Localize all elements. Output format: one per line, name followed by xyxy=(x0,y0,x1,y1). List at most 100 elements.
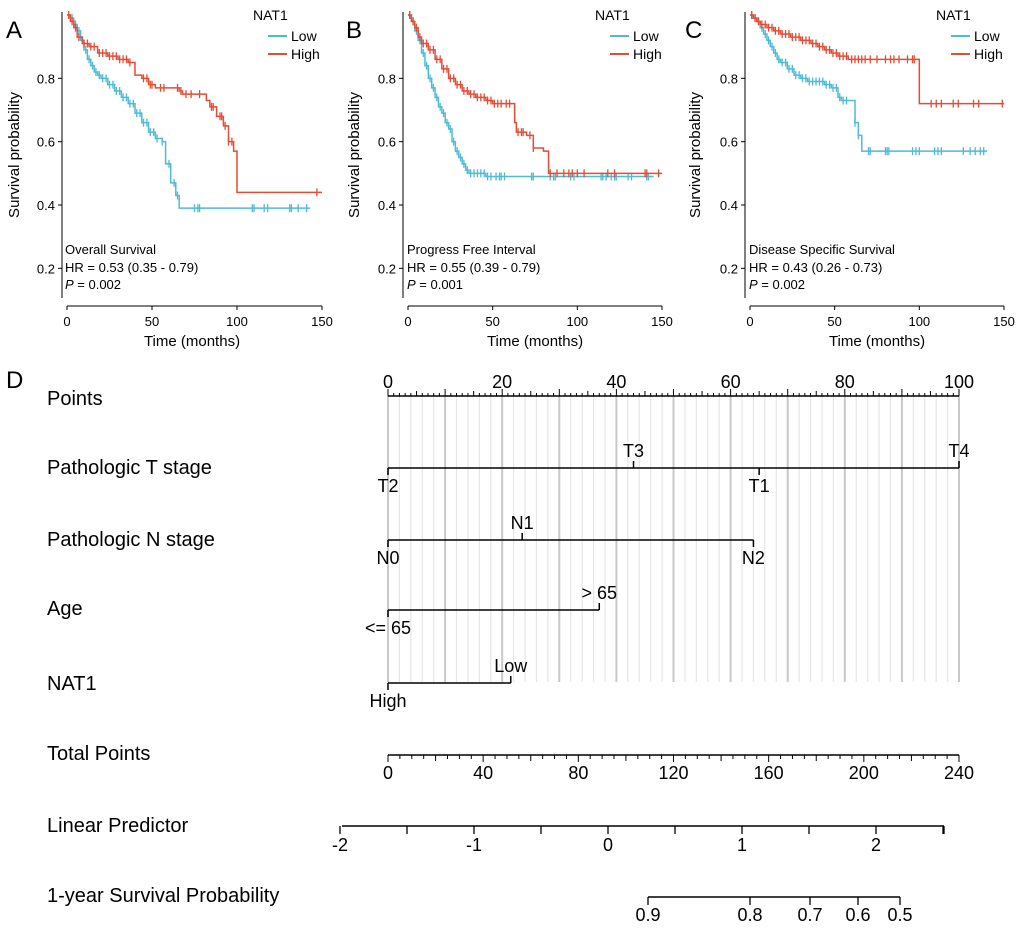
points-axis-label-0: 0 xyxy=(383,372,393,392)
legend-title-c: NAT1 xyxy=(936,7,971,23)
y-axis-title-c: Survival probability xyxy=(687,92,704,218)
survival-label-2: 0.7 xyxy=(797,905,822,925)
panel-letter-d: D xyxy=(6,367,23,394)
y-tick-label-b-0: 0.2 xyxy=(378,261,396,276)
x-tick-label-c-1: 50 xyxy=(827,314,841,329)
y-tick-label-b-2: 0.6 xyxy=(378,135,396,150)
annotation-hr-c: HR = 0.43 (0.26 - 0.73) xyxy=(749,260,882,275)
survival-label-1: 0.8 xyxy=(737,905,762,925)
panel-letter-b: B xyxy=(346,17,362,44)
points-axis-label-1: 20 xyxy=(492,372,512,392)
linear-predictor-label-1: -1 xyxy=(466,835,482,855)
total-points-label-3: 120 xyxy=(658,763,688,783)
level-label-3-0: High xyxy=(369,691,406,711)
row-label-n-stage: Pathologic N stage xyxy=(47,529,215,551)
p-value-a: = 0.002 xyxy=(74,277,121,292)
survival-label-0: 0.9 xyxy=(635,905,660,925)
km-curve-low-b xyxy=(408,14,654,178)
x-tick-label-c-3: 150 xyxy=(993,314,1015,329)
legend-label-low-a: Low xyxy=(291,28,318,44)
total-points-label-4: 160 xyxy=(754,763,784,783)
annotation-p-c: P = 0.002 xyxy=(749,277,805,292)
points-axis-label-2: 40 xyxy=(606,372,626,392)
linear-predictor-label-3: 1 xyxy=(737,835,747,855)
row-label-age: Age xyxy=(47,598,83,620)
x-tick-label-c-2: 100 xyxy=(908,314,930,329)
annotation-p-a: P = 0.002 xyxy=(65,277,121,292)
legend-label-high-a: High xyxy=(291,46,320,62)
y-tick-label-c-3: 0.8 xyxy=(720,71,738,86)
level-label-2-0: <= 65 xyxy=(365,618,411,638)
legend-label-low-b: Low xyxy=(633,28,660,44)
x-tick-label-a-3: 150 xyxy=(311,314,333,329)
level-label-0-3: T4 xyxy=(948,441,969,461)
y-tick-label-a-2: 0.6 xyxy=(37,135,55,150)
row-label-total-points: Total Points xyxy=(47,743,150,765)
total-points-label-6: 240 xyxy=(944,763,974,783)
linear-predictor-label-0: -2 xyxy=(332,835,348,855)
total-points-label-5: 200 xyxy=(849,763,879,783)
y-tick-label-a-1: 0.4 xyxy=(37,198,55,213)
annotation-hr-a: HR = 0.53 (0.35 - 0.79) xyxy=(65,260,198,275)
y-tick-label-a-3: 0.8 xyxy=(37,71,55,86)
row-label-points: Points xyxy=(47,388,103,410)
points-axis-label-3: 60 xyxy=(721,372,741,392)
legend-title-a: NAT1 xyxy=(253,7,288,23)
level-label-0-1: T3 xyxy=(623,441,644,461)
linear-predictor-label-4: 2 xyxy=(871,835,881,855)
legend-title-b: NAT1 xyxy=(595,7,630,23)
level-label-2-1: > 65 xyxy=(581,583,617,603)
x-tick-label-a-0: 0 xyxy=(63,314,70,329)
km-curve-low-c xyxy=(750,14,988,152)
total-points-label-0: 0 xyxy=(383,763,393,783)
p-label-b: P xyxy=(407,277,416,292)
legend-label-high-b: High xyxy=(633,46,662,62)
km-curve-high-b xyxy=(408,14,662,175)
row-label-linear-predictor: Linear Predictor xyxy=(47,815,189,837)
nomogram-panel-d: D Points Pathologic T stage Pathologic N… xyxy=(6,367,974,925)
y-tick-label-c-2: 0.6 xyxy=(720,135,738,150)
survival-label-3: 0.6 xyxy=(845,905,870,925)
level-label-3-1: Low xyxy=(494,656,528,676)
x-axis-title-c: Time (months) xyxy=(829,333,925,350)
km-curve-high-a xyxy=(67,14,322,194)
x-tick-label-a-2: 100 xyxy=(226,314,248,329)
y-axis-title-a: Survival probability xyxy=(6,92,23,218)
x-tick-label-b-0: 0 xyxy=(404,314,411,329)
points-axis-label-5: 100 xyxy=(944,372,974,392)
km-curve-low-a xyxy=(67,14,311,209)
x-axis-title-b: Time (months) xyxy=(487,333,583,350)
level-label-1-0: N0 xyxy=(376,548,399,568)
y-tick-label-a-0: 0.2 xyxy=(37,261,55,276)
total-points-label-2: 80 xyxy=(568,763,588,783)
km-panel-b: B Survival probability Time (months) Pro… xyxy=(346,7,673,350)
level-label-1-1: N1 xyxy=(511,513,534,533)
annotation-title-c: Disease Specific Survival xyxy=(749,242,895,257)
level-label-0-2: T1 xyxy=(749,476,770,496)
x-tick-label-b-2: 100 xyxy=(566,314,588,329)
x-tick-label-a-1: 50 xyxy=(145,314,159,329)
level-label-1-2: N2 xyxy=(742,548,765,568)
y-tick-label-c-1: 0.4 xyxy=(720,198,738,213)
panel-letter-a: A xyxy=(6,17,22,44)
km-curve-high-c xyxy=(750,14,1004,105)
panel-letter-c: C xyxy=(685,17,702,44)
km-panel-a: A Survival probability Time (months) Ove… xyxy=(6,7,333,350)
y-tick-label-c-0: 0.2 xyxy=(720,261,738,276)
x-tick-label-b-3: 150 xyxy=(651,314,673,329)
row-label-t-stage: Pathologic T stage xyxy=(47,457,212,479)
annotation-title-b: Progress Free Interval xyxy=(407,242,536,257)
km-panel-c: C Survival probability Time (months) Dis… xyxy=(685,7,1015,350)
y-tick-label-b-3: 0.8 xyxy=(378,71,396,86)
x-tick-label-b-1: 50 xyxy=(485,314,499,329)
annotation-title-a: Overall Survival xyxy=(65,242,156,257)
p-value-c: = 0.002 xyxy=(758,277,805,292)
level-label-0-0: T2 xyxy=(377,476,398,496)
x-axis-title-a: Time (months) xyxy=(144,333,240,350)
legend-label-high-c: High xyxy=(974,46,1003,62)
points-axis-label-4: 80 xyxy=(835,372,855,392)
total-points-label-1: 40 xyxy=(473,763,493,783)
annotation-p-b: P = 0.001 xyxy=(407,277,463,292)
p-label-a: P xyxy=(65,277,74,292)
